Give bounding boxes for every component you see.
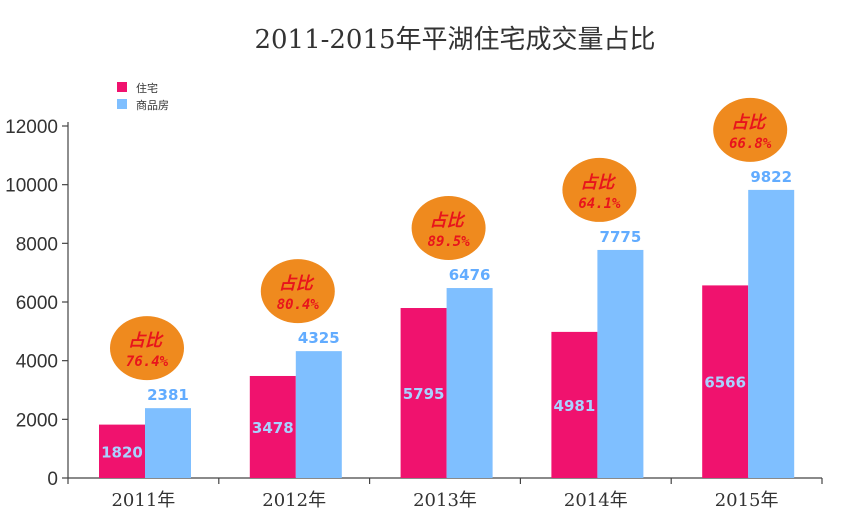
legend-swatch [117, 82, 127, 92]
ratio-bubble-title: 占比 [731, 113, 767, 133]
y-tick-label: 12000 [5, 117, 58, 138]
ratio-bubble-value: 66.8% [729, 136, 772, 152]
y-tick-label: 8000 [16, 234, 58, 255]
bar-commercial-housing [597, 249, 644, 478]
ratio-bubble-shape [713, 97, 788, 162]
y-tick-label: 2000 [16, 410, 58, 431]
ratio-bubble: 占比 80.4% [260, 259, 335, 324]
data-label-commercial-housing: 2381 [147, 386, 189, 404]
ratio-bubble-title: 占比 [580, 173, 616, 193]
x-tick-label: 2014年 [564, 490, 628, 511]
bar-residential [99, 424, 145, 478]
ratio-bubble-value: 80.4% [277, 297, 320, 313]
data-label-residential: 4981 [554, 397, 596, 415]
y-tick-label: 6000 [16, 293, 58, 314]
ratio-bubble-shape [411, 196, 486, 261]
ratio-bubble-shape [110, 316, 184, 381]
ratio-bubble-value: 64.1% [578, 196, 621, 212]
data-label-residential: 1820 [101, 443, 143, 461]
x-tick-label: 2015年 [715, 490, 779, 511]
y-tick-label: 10000 [5, 176, 58, 197]
bar-residential [400, 308, 447, 478]
ratio-bubble-title: 占比 [430, 211, 466, 231]
bar-commercial-housing [145, 408, 191, 478]
axes: 0 2000 4000 6000 8000 10000 12000 2011年 2012年 201… [5, 117, 823, 511]
data-label-residential: 3478 [252, 419, 294, 437]
bar-residential [551, 331, 598, 478]
ratio-bubble: 占比 76.4% [110, 316, 184, 381]
bar-commercial-housing [295, 351, 342, 478]
ratio-bubble-value: 76.4% [126, 354, 169, 370]
y-tick-label: 4000 [16, 352, 58, 373]
bar-commercial-housing [748, 189, 795, 478]
bar-commercial-housing [446, 288, 493, 478]
ratio-bubble-title: 占比 [279, 274, 315, 294]
legend-label: 商品房 [136, 98, 169, 112]
x-tick-label: 2011年 [111, 490, 175, 511]
ratio-bubbles: 占比 76.4% 占比 80.4% 占比 89.5% 占比 64.1% 占比 66.8% [110, 97, 788, 381]
legend-label: 住宅 [136, 81, 158, 95]
value-labels: 1820 2381 3478 4325 5795 6476 4981 7775 6566 9822 [101, 168, 792, 461]
data-label-commercial-housing: 9822 [750, 168, 792, 186]
data-label-residential: 5795 [403, 385, 445, 403]
data-label-commercial-housing: 4325 [298, 329, 340, 347]
x-tick-label: 2013年 [413, 490, 477, 511]
ratio-bubble-shape [562, 157, 637, 222]
legend-swatch [117, 99, 127, 109]
ratio-bubble: 占比 66.8% [713, 97, 788, 162]
data-label-commercial-housing: 6476 [449, 266, 491, 284]
ratio-bubble-shape [260, 259, 335, 324]
bar-residential [702, 285, 749, 478]
x-tick-label: 2012年 [262, 490, 326, 511]
y-tick-label: 0 [47, 469, 58, 490]
ratio-bubble-title: 占比 [128, 331, 164, 351]
data-label-residential: 6566 [704, 374, 746, 392]
ratio-bubble: 占比 64.1% [562, 157, 637, 222]
data-label-commercial-housing: 7775 [600, 228, 642, 246]
ratio-bubble: 占比 89.5% [411, 196, 486, 261]
chart-title: 2011-2015年平湖住宅成交量占比 [254, 25, 655, 55]
bar-residential [249, 375, 296, 478]
ratio-bubble-value: 89.5% [428, 234, 471, 250]
bars [99, 189, 795, 478]
